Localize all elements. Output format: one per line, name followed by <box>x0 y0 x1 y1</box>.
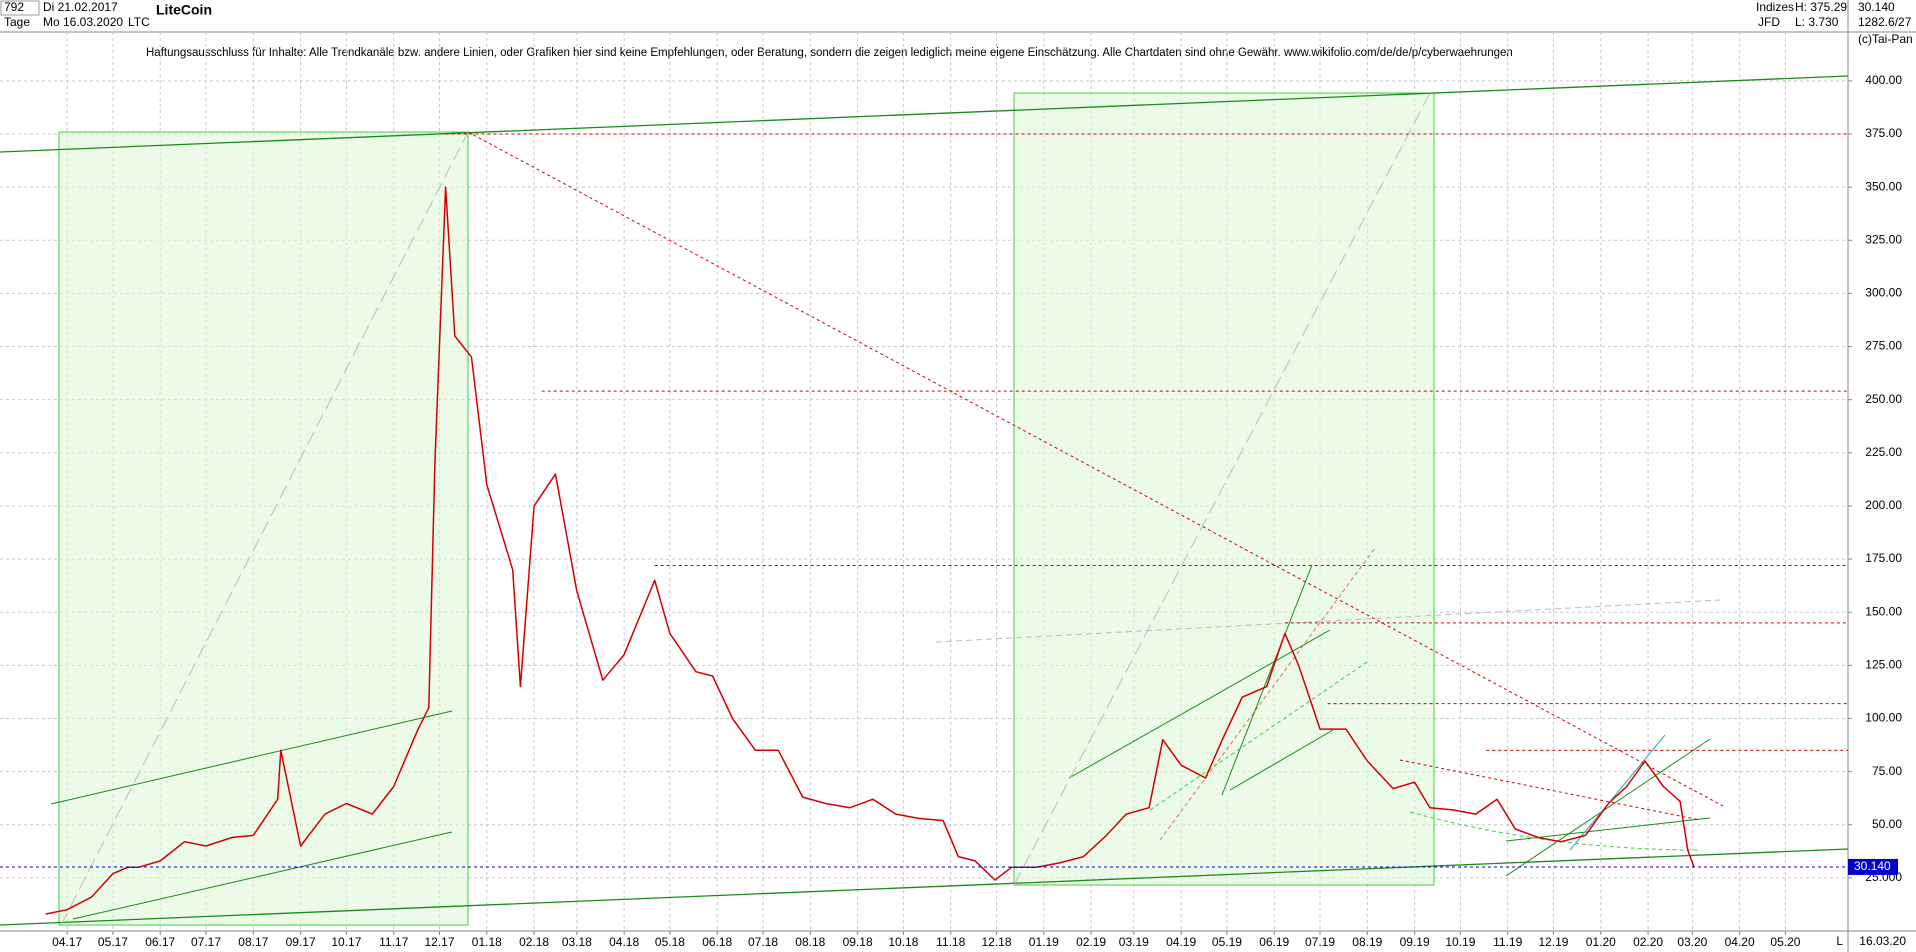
x-tick-label: 07.19 <box>1305 935 1335 949</box>
x-tick-label: 03.18 <box>562 935 592 949</box>
x-tick-label: 05.20 <box>1770 935 1800 949</box>
x-tick-label: 09.17 <box>286 935 316 949</box>
source: JFD <box>1758 15 1780 29</box>
x-tick-label: 04.18 <box>609 935 639 949</box>
x-tick-label: 02.20 <box>1633 935 1663 949</box>
x-tick-label: 09.18 <box>843 935 873 949</box>
x-tick-label: 05.19 <box>1212 935 1242 949</box>
x-tick-label: 02.19 <box>1076 935 1106 949</box>
x-tick-label: 10.19 <box>1445 935 1475 949</box>
trendline <box>50 710 453 805</box>
price-line <box>45 186 1695 915</box>
bars-count: 792 <box>4 0 24 14</box>
trendline <box>1229 729 1334 791</box>
volume: 1282.6/27 <box>1858 15 1912 29</box>
x-tick-label: 10.18 <box>888 935 918 949</box>
x-tick-label: 12.17 <box>424 935 454 949</box>
x-tick-label: 06.19 <box>1259 935 1289 949</box>
x-tick-label: 12.19 <box>1538 935 1568 949</box>
x-tick-label: 11.19 <box>1493 935 1522 949</box>
y-tick-label: 75.00 <box>1872 764 1902 778</box>
disclaimer: Haftungsausschluss für Inhalte: Alle Tre… <box>146 47 1513 59</box>
scale-mode: L <box>1836 934 1843 948</box>
start-date: Di 21.02.2017 <box>43 0 118 14</box>
trendline <box>1068 629 1331 779</box>
copyright: (c)Tai-Pan <box>1858 32 1913 46</box>
trendline <box>0 75 1849 153</box>
range-box <box>58 131 469 926</box>
x-tick-label: 06.17 <box>145 935 175 949</box>
projection <box>60 131 469 926</box>
symbol: LTC <box>128 15 150 29</box>
range-box <box>1013 92 1435 886</box>
y-tick-label: 175.00 <box>1865 551 1902 565</box>
current-price-tag <box>1848 858 1898 875</box>
x-tick-label: 03.19 <box>1119 935 1149 949</box>
end-date: Mo 16.03.2020 <box>43 15 123 29</box>
x-tick-label: 07.18 <box>748 935 778 949</box>
y-tick-label: 350.00 <box>1865 179 1902 193</box>
x-tick-label: 08.18 <box>795 935 825 949</box>
x-tick-label: 04.17 <box>52 935 82 949</box>
y-tick-label: 100.00 <box>1865 711 1902 725</box>
y-tick-label: 325.00 <box>1865 232 1902 246</box>
marks <box>0 133 1848 915</box>
x-tick-label: 08.19 <box>1352 935 1382 949</box>
low: L: 3.730 <box>1795 15 1839 29</box>
trendline <box>1569 734 1666 851</box>
x-tick-label: 05.17 <box>98 935 128 949</box>
x-tick-label: 06.18 <box>702 935 732 949</box>
trendline <box>72 831 453 920</box>
y-tick-label: 400.00 <box>1865 73 1902 87</box>
resistance-line <box>1399 759 1701 821</box>
x-tick-label: 02.18 <box>519 935 549 949</box>
x-tick-label: 09.19 <box>1400 935 1430 949</box>
x-tick-label: 07.17 <box>191 935 221 949</box>
bars-box[interactable] <box>0 0 40 16</box>
projection <box>935 599 1721 643</box>
trendline <box>0 848 1849 926</box>
x-tick-label: 08.17 <box>238 935 268 949</box>
high: H: 375.29 <box>1795 0 1847 14</box>
trendline <box>1505 738 1711 877</box>
projection <box>1149 659 1371 811</box>
date-corner: 16.03.20 <box>1859 934 1906 948</box>
last: 30.140 <box>1858 0 1895 14</box>
x-tick-label: 12.18 <box>981 935 1011 949</box>
trendline <box>1221 564 1313 796</box>
period[interactable]: Tage <box>4 15 30 29</box>
y-tick-label: 50.00 <box>1872 817 1902 831</box>
x-tick-label: 11.17 <box>379 935 408 949</box>
y-tick-label: 300.00 <box>1865 286 1902 300</box>
projection <box>1159 547 1376 841</box>
y-tick-label: 125.00 <box>1865 658 1902 672</box>
support-curve <box>1409 811 1701 851</box>
y-tick-label: 275.00 <box>1865 339 1902 353</box>
y-tick-label: 250.00 <box>1865 392 1902 406</box>
x-tick-label: 11.18 <box>936 935 965 949</box>
x-tick-label: 05.18 <box>655 935 685 949</box>
x-tick-label: 01.18 <box>472 935 502 949</box>
x-tick-label: 04.20 <box>1725 935 1755 949</box>
projection <box>1013 92 1431 886</box>
y-tick-label: 375.00 <box>1865 126 1902 140</box>
y-tick-label: 225.00 <box>1865 445 1902 459</box>
x-tick-label: 10.17 <box>331 935 361 949</box>
x-tick-label: 04.19 <box>1166 935 1196 949</box>
drawings <box>0 75 1849 926</box>
x-tick-label: 03.20 <box>1677 935 1707 949</box>
group: Indizes <box>1756 0 1794 14</box>
current-price-label: 30.140 <box>1854 859 1891 873</box>
x-tick-label: 01.20 <box>1586 935 1616 949</box>
y-tick-label: 200.00 <box>1865 498 1902 512</box>
chart-title: LiteCoin <box>156 2 212 18</box>
y-tick-label: 150.00 <box>1865 604 1902 618</box>
x-tick-label: 01.19 <box>1029 935 1059 949</box>
